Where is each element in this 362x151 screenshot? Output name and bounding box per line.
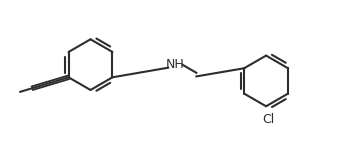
- Text: NH: NH: [165, 58, 184, 71]
- Text: Cl: Cl: [262, 113, 274, 126]
